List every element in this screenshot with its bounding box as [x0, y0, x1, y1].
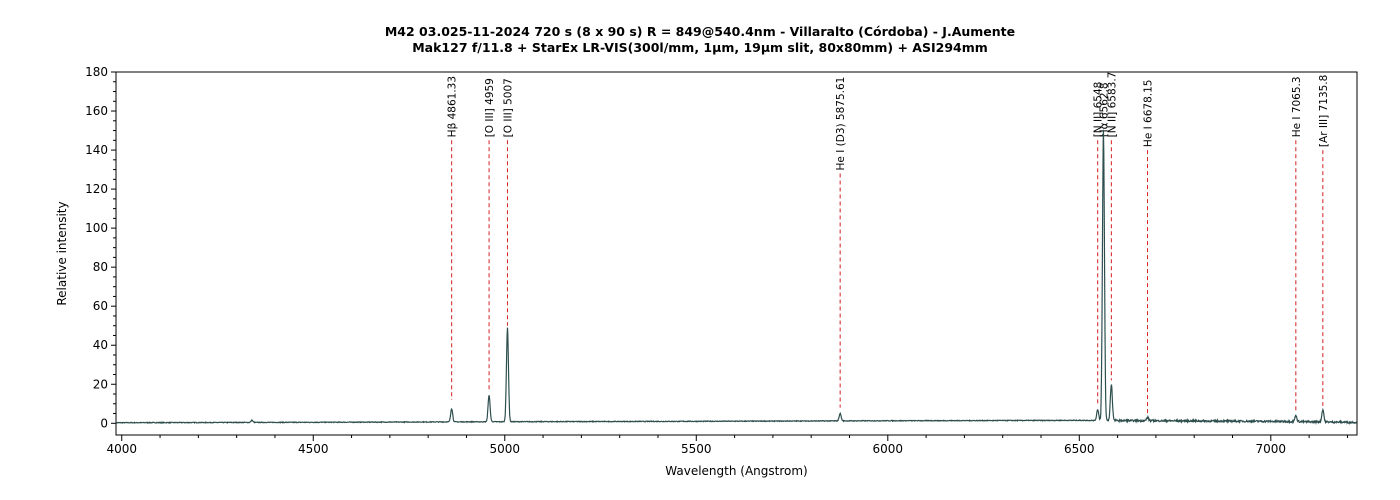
spectrum-line: [115, 129, 1358, 426]
annotation-label: [O III] 4959: [484, 78, 496, 137]
annotation-label: Hβ 4861.33: [447, 76, 459, 137]
y-tick-label: 40: [93, 338, 108, 352]
annotation-label: [N II] 6583.7: [1106, 72, 1118, 138]
y-tick-label: 80: [93, 260, 108, 274]
y-tick-label: 140: [85, 143, 108, 157]
annotation-label: He I (D3) 5875.61: [835, 77, 847, 171]
y-tick-label: 0: [100, 416, 108, 430]
annotations: Hβ 4861.33 [O III] 4959 [O III] 5007 He I (…: [447, 72, 1330, 414]
x-tick-label: 6500: [1064, 442, 1095, 456]
x-tick-label: 4500: [298, 442, 329, 456]
x-axis-label: Wavelength (Angstrom): [665, 464, 807, 478]
annotation-label: Hα 6562.8: [1098, 82, 1110, 137]
chart-title: M42 03.025-11-2024 720 s (8 x 90 s) R = …: [384, 24, 1016, 39]
x-tick-label: 5000: [489, 442, 520, 456]
y-axis: 0 20 40 60 80 100 120 140 160 180: [85, 65, 116, 430]
y-axis-label: Relative intensity: [55, 201, 69, 305]
x-tick-label: 4000: [106, 442, 137, 456]
y-tick-label: 100: [85, 221, 108, 235]
annotation-label: [Ar III] 7135.8: [1318, 75, 1330, 147]
y-tick-label: 160: [85, 104, 108, 118]
annotation-label: He I 6678.15: [1143, 80, 1155, 148]
chart-title-block: M42 03.025-11-2024 720 s (8 x 90 s) R = …: [0, 24, 1400, 56]
y-tick-label: 60: [93, 299, 108, 313]
annotation-label: He I 7065.3: [1291, 76, 1303, 137]
x-tick-label: 7000: [1256, 442, 1287, 456]
y-tick-label: 180: [85, 65, 108, 79]
x-tick-label: 6000: [873, 442, 904, 456]
plot-frame: [115, 71, 1358, 436]
series-group: [115, 129, 1358, 426]
annotation-label: [N II] 6548: [1093, 82, 1105, 138]
x-axis: 4000 4500 5000 5500 6000 6500 7000: [106, 435, 1348, 456]
y-tick-label: 20: [93, 377, 108, 391]
annotation-label: [O III] 5007: [502, 78, 514, 137]
x-tick-label: 5500: [681, 442, 712, 456]
chart-subtitle: Mak127 f/11.8 + StarEx LR-VIS(300l/mm, 1…: [412, 40, 988, 55]
y-tick-label: 120: [85, 182, 108, 196]
plot-border: [115, 71, 1358, 436]
